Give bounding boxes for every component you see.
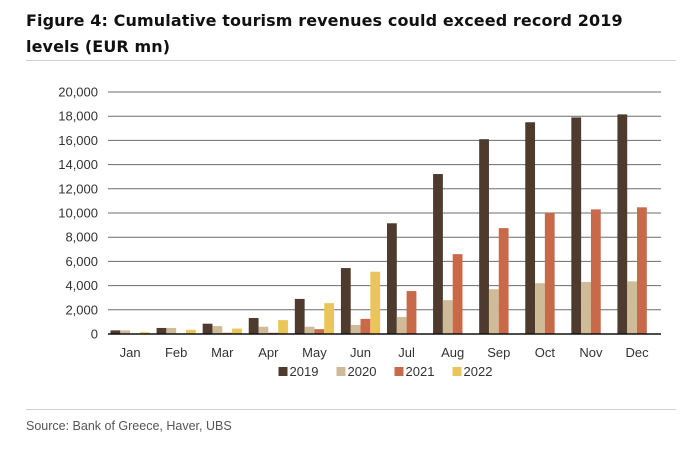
- y-tick-label: 0: [91, 327, 98, 342]
- x-tick-label: Sep: [487, 345, 510, 360]
- legend-label: 2021: [406, 364, 435, 379]
- source-divider: [26, 409, 676, 410]
- bar-2020-apr: [258, 326, 269, 334]
- bar-2021-aug: [452, 254, 463, 334]
- x-tick-label: Aug: [441, 345, 464, 360]
- bar-2019-may: [294, 298, 305, 334]
- legend-label: 2022: [464, 364, 493, 379]
- legend-item-2021: 2021: [394, 364, 435, 379]
- y-tick-label: 18,000: [58, 109, 98, 124]
- legend-item-2020: 2020: [336, 364, 377, 379]
- bar-2022-jan: [139, 332, 150, 334]
- x-tick-label: Dec: [625, 345, 649, 360]
- y-tick-label: 10,000: [58, 206, 98, 221]
- bar-2020-sep: [488, 289, 499, 334]
- x-axis-ticks: Jan Feb Mar Apr May Jun Jul Aug Sep Oct Nov Dec: [120, 345, 649, 360]
- y-tick-label: 2,000: [65, 302, 98, 317]
- x-tick-label: May: [302, 345, 327, 360]
- bar-2021-jun: [360, 318, 371, 334]
- bar-2020-jul: [396, 317, 407, 334]
- bar-2019-aug: [433, 174, 443, 334]
- bar-2022-jun: [370, 271, 381, 334]
- x-tick-label: Oct: [535, 345, 556, 360]
- legend: 2019 2020 2021 2022: [278, 364, 493, 379]
- x-tick-label: Jan: [120, 345, 141, 360]
- y-tick-label: 12,000: [58, 181, 98, 196]
- bar-2019-jul: [387, 223, 397, 334]
- bar-2020-may: [304, 326, 315, 334]
- x-tick-label: Mar: [211, 345, 234, 360]
- bar-2020-aug: [442, 300, 453, 334]
- bar-2019-oct: [525, 122, 536, 334]
- bar-2021-nov: [590, 209, 601, 334]
- bar-2020-jan: [120, 330, 131, 334]
- bar-2019-apr: [248, 318, 259, 334]
- bar-2019-sep: [479, 139, 489, 334]
- bar-2020-nov: [581, 281, 591, 334]
- bar-2022-apr: [278, 320, 288, 334]
- y-tick-label: 6,000: [65, 254, 98, 269]
- y-tick-label: 8,000: [65, 230, 98, 245]
- bar-2019-jun: [340, 268, 351, 334]
- x-tick-label: Jun: [350, 345, 371, 360]
- gridlines: [108, 91, 661, 311]
- bar-2019-jan: [110, 330, 121, 334]
- legend-swatch: [336, 367, 346, 376]
- y-axis-ticks: 0 2,000 4,000 6,000 8,000 10,000 12,000 14,000 1…: [58, 85, 98, 342]
- x-tick-label: Feb: [165, 345, 187, 360]
- series-2022: [139, 271, 381, 334]
- bar-2020-dec: [627, 281, 638, 334]
- bar-2021-oct: [544, 213, 555, 334]
- bar-series: [110, 114, 647, 334]
- legend-label: 2019: [290, 364, 319, 379]
- x-tick-label: Nov: [579, 345, 603, 360]
- y-tick-label: 16,000: [58, 133, 98, 148]
- title-divider: [26, 60, 676, 61]
- chart-title: Figure 4: Cumulative tourism revenues co…: [26, 11, 623, 56]
- legend-swatch: [394, 367, 404, 376]
- legend-swatch: [452, 367, 462, 376]
- bar-2019-dec: [617, 114, 628, 334]
- series-2019: [110, 114, 628, 334]
- bar-2020-jun: [350, 324, 361, 334]
- y-tick-label: 14,000: [58, 157, 98, 172]
- bar-2021-sep: [498, 228, 509, 334]
- bar-2021-dec: [637, 207, 647, 334]
- series-2020: [120, 281, 638, 334]
- x-tick-label: Jul: [398, 345, 415, 360]
- bar-2020-feb: [166, 327, 177, 334]
- bar-2019-mar: [202, 323, 213, 334]
- legend-label: 2020: [348, 364, 377, 379]
- bar-2022-mar: [232, 328, 242, 334]
- bar-2020-oct: [535, 283, 545, 334]
- legend-item-2019: 2019: [278, 364, 319, 379]
- x-tick-label: Apr: [258, 345, 279, 360]
- bar-2022-feb: [185, 329, 196, 334]
- bar-2022-may: [324, 303, 335, 334]
- source-note: Source: Bank of Greece, Haver, UBS: [26, 419, 232, 433]
- bar-2020-mar: [212, 326, 223, 334]
- bar-2019-nov: [571, 117, 582, 334]
- bar-2019-feb: [156, 327, 167, 334]
- legend-item-2022: 2022: [452, 364, 493, 379]
- legend-swatch: [278, 367, 288, 376]
- bar-2021-may: [314, 329, 325, 334]
- y-tick-label: 20,000: [58, 85, 98, 100]
- y-tick-label: 4,000: [65, 278, 98, 293]
- bar-2021-jul: [406, 291, 417, 334]
